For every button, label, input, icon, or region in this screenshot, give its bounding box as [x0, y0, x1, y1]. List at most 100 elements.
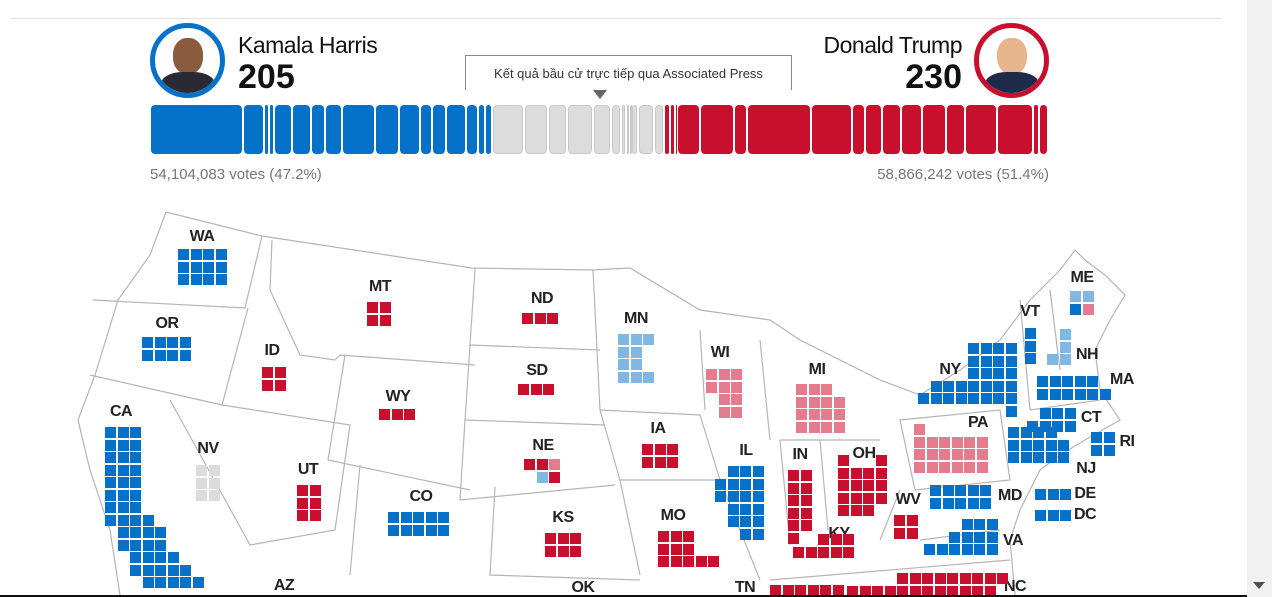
electoral-vote-cell-nv[interactable]	[196, 490, 207, 501]
electoral-vote-cell-ca[interactable]	[155, 539, 166, 551]
electoral-vote-cell-wa[interactable]	[203, 261, 214, 273]
electoral-vote-cell-ky[interactable]	[805, 546, 817, 558]
electoral-vote-cell-wi[interactable]	[718, 406, 730, 418]
electoral-vote-cell-wv[interactable]	[894, 515, 905, 526]
electoral-vote-cell-ne[interactable]	[536, 459, 548, 470]
electoral-vote-cell-il[interactable]	[752, 466, 764, 477]
electoral-vote-cell-mi[interactable]	[821, 396, 832, 408]
electoral-vote-cell-or[interactable]	[179, 349, 191, 361]
electoral-vote-cell-mt[interactable]	[367, 314, 378, 326]
electoral-vote-cell-ma[interactable]	[1062, 376, 1073, 387]
electoral-vote-cell-ut[interactable]	[297, 510, 308, 521]
electoral-vote-cell-ri[interactable]	[1091, 432, 1102, 443]
electoral-vote-cell-md[interactable]	[930, 485, 941, 496]
electoral-vote-cell-ma[interactable]	[1049, 376, 1061, 387]
electoral-vote-cell-va[interactable]	[986, 531, 998, 543]
electoral-vote-cell-wa[interactable]	[203, 274, 214, 285]
electoral-vote-cell-mi[interactable]	[833, 421, 845, 433]
trump-bar-segment[interactable]	[675, 105, 677, 154]
electoral-vote-cell-tn[interactable]	[770, 585, 781, 596]
pending-bar-segment[interactable]	[632, 105, 637, 154]
pending-bar-segment[interactable]	[549, 105, 566, 154]
scroll-down-arrow-icon[interactable]	[1253, 582, 1265, 589]
trump-bar-segment[interactable]	[865, 105, 881, 154]
electoral-vote-cell-ny[interactable]	[980, 380, 992, 392]
electoral-vote-cell-nh[interactable]	[1059, 329, 1071, 340]
electoral-vote-cell-nj[interactable]	[1020, 452, 1032, 463]
electoral-vote-cell-ca[interactable]	[117, 502, 129, 513]
electoral-vote-cell-nd[interactable]	[522, 313, 533, 324]
trump-bar-segment[interactable]	[882, 105, 900, 154]
electoral-vote-cell-wa[interactable]	[215, 261, 227, 273]
electoral-vote-cell-in[interactable]	[800, 507, 812, 519]
electoral-vote-cell-nc[interactable]	[872, 585, 883, 597]
electoral-vote-cell-il[interactable]	[727, 516, 739, 527]
electoral-vote-cell-il[interactable]	[715, 478, 726, 490]
electoral-vote-cell-pa[interactable]	[914, 436, 925, 448]
electoral-vote-cell-or[interactable]	[167, 349, 178, 361]
electoral-vote-cell-nj[interactable]	[1045, 452, 1057, 463]
electoral-vote-cell-or[interactable]	[154, 337, 166, 348]
electoral-vote-cell-ca[interactable]	[105, 439, 116, 451]
electoral-vote-cell-in[interactable]	[800, 482, 812, 494]
electoral-vote-cell-me[interactable]	[1082, 303, 1094, 315]
electoral-vote-cell-ca[interactable]	[130, 427, 141, 438]
electoral-vote-cell-nd[interactable]	[547, 313, 558, 324]
electoral-vote-cell-vt[interactable]	[1025, 328, 1036, 339]
electoral-vote-cell-ky[interactable]	[830, 546, 842, 558]
electoral-vote-cell-ca[interactable]	[117, 452, 129, 463]
electoral-vote-cell-mn[interactable]	[618, 371, 629, 383]
electoral-vote-cell-mo[interactable]	[708, 556, 719, 567]
pending-bar-segment[interactable]	[524, 105, 548, 154]
electoral-vote-cell-oh[interactable]	[863, 480, 874, 491]
electoral-vote-cell-nc[interactable]	[909, 573, 921, 584]
electoral-vote-cell-nj[interactable]	[1008, 452, 1019, 463]
electoral-vote-cell-nj[interactable]	[1033, 452, 1044, 463]
electoral-vote-cell-oh[interactable]	[850, 505, 862, 516]
trump-bar-segment[interactable]	[677, 105, 700, 154]
electoral-vote-cell-in[interactable]	[800, 495, 812, 506]
electoral-vote-cell-ny[interactable]	[993, 355, 1004, 367]
electoral-vote-cell-ne[interactable]	[549, 459, 560, 470]
electoral-vote-cell-ne[interactable]	[524, 459, 535, 470]
trump-bar-segment[interactable]	[923, 105, 945, 154]
harris-bar-segment[interactable]	[265, 105, 269, 154]
electoral-vote-cell-co[interactable]	[388, 512, 399, 523]
trump-bar-segment[interactable]	[901, 105, 922, 154]
electoral-vote-cell-mi[interactable]	[796, 421, 807, 433]
electoral-vote-cell-va[interactable]	[986, 519, 998, 530]
electoral-vote-cell-ca[interactable]	[117, 489, 129, 501]
electoral-vote-cell-ny[interactable]	[1005, 393, 1017, 404]
electoral-vote-cell-mo[interactable]	[683, 556, 694, 567]
electoral-vote-cell-wa[interactable]	[190, 249, 202, 260]
electoral-vote-cell-oh[interactable]	[875, 455, 887, 466]
electoral-vote-cell-ma[interactable]	[1037, 388, 1048, 400]
electoral-vote-cell-ma[interactable]	[1087, 388, 1098, 400]
electoral-vote-cell-ks[interactable]	[557, 545, 569, 557]
electoral-vote-cell-nv[interactable]	[208, 490, 220, 501]
electoral-vote-cell-mo[interactable]	[683, 543, 694, 555]
electoral-vote-cell-nj[interactable]	[1045, 427, 1057, 438]
electoral-vote-cell-ri[interactable]	[1091, 444, 1102, 456]
electoral-vote-cell-il[interactable]	[727, 503, 739, 515]
electoral-vote-cell-or[interactable]	[142, 349, 153, 361]
electoral-vote-cell-ri[interactable]	[1103, 432, 1115, 443]
electoral-vote-cell-wa[interactable]	[190, 274, 202, 285]
harris-bar-segment[interactable]	[399, 105, 419, 154]
electoral-vote-cell-ut[interactable]	[297, 485, 308, 496]
electoral-vote-cell-wa[interactable]	[203, 249, 214, 260]
electoral-vote-cell-nc[interactable]	[909, 585, 921, 597]
electoral-vote-cell-ca[interactable]	[130, 564, 141, 576]
electoral-vote-cell-in[interactable]	[800, 470, 812, 481]
electoral-vote-cell-ky[interactable]	[818, 546, 829, 558]
electoral-vote-cell-nh[interactable]	[1047, 354, 1058, 365]
harris-bar-segment[interactable]	[311, 105, 324, 154]
harris-bar-segment[interactable]	[446, 105, 466, 154]
trump-bar-segment[interactable]	[965, 105, 996, 154]
electoral-vote-cell-wa[interactable]	[178, 274, 189, 285]
electoral-vote-cell-in[interactable]	[788, 482, 799, 494]
electoral-vote-cell-ca[interactable]	[155, 552, 166, 563]
harris-bar-segment[interactable]	[270, 105, 274, 154]
electoral-vote-cell-wv[interactable]	[906, 515, 918, 526]
electoral-vote-cell-ia[interactable]	[642, 456, 653, 468]
